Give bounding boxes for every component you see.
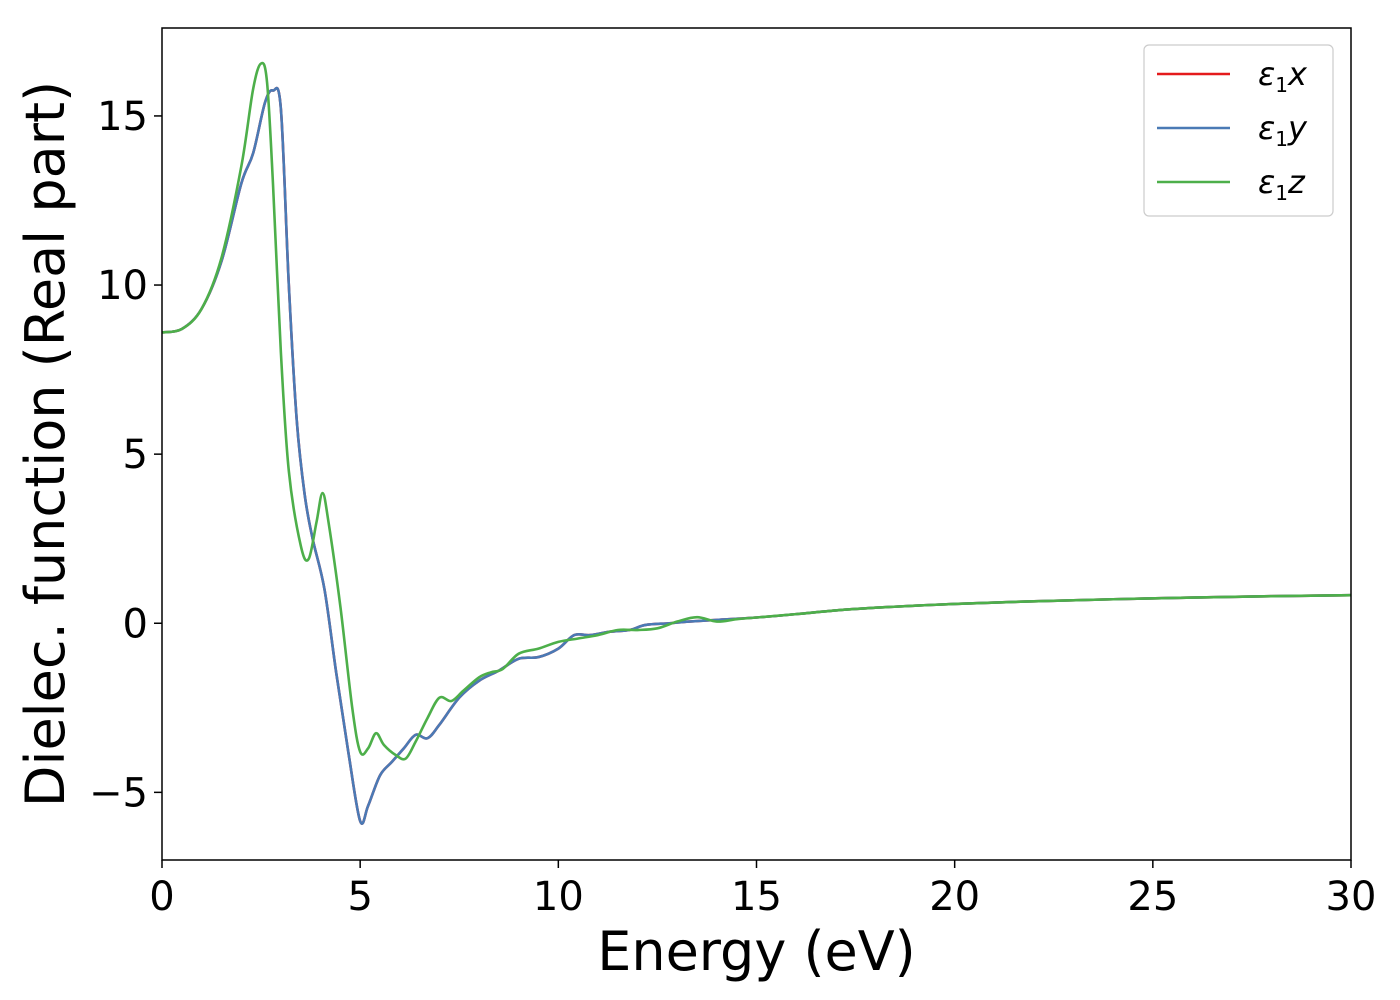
series-layer	[161, 61, 1352, 825]
x-tick-label: 30	[1326, 874, 1377, 920]
legend-box	[1143, 44, 1334, 217]
x-tick-label: 5	[347, 874, 372, 920]
legend-items: ε1x ε1y ε1z	[1157, 55, 1308, 205]
y-axis-title: Dielec. function (Real part)	[14, 81, 77, 807]
y-tick-label: 15	[97, 94, 148, 140]
x-tick-label: 25	[1127, 874, 1178, 920]
y-axis-ticks: −5 0 5 10 15	[89, 94, 162, 816]
x-tick-label: 20	[929, 874, 980, 920]
x-axis-title: Energy (eV)	[597, 920, 916, 983]
x-tick-label: 0	[149, 874, 174, 920]
x-tick-label: 15	[731, 874, 782, 920]
legend: ε1x ε1y ε1z	[1143, 44, 1334, 217]
legend-label-y: ε1y	[1258, 109, 1308, 151]
series-line-z	[161, 61, 1352, 761]
y-tick-label: −5	[89, 770, 148, 816]
legend-label-z: ε1z	[1258, 163, 1306, 205]
y-tick-label: 10	[97, 263, 148, 309]
x-tick-label: 10	[533, 874, 584, 920]
legend-label-x: ε1x	[1258, 55, 1308, 97]
x-axis-ticks: 0 5 10 15 20 25 30	[149, 860, 1376, 920]
y-tick-label: 5	[123, 432, 148, 478]
y-tick-label: 0	[123, 601, 148, 647]
